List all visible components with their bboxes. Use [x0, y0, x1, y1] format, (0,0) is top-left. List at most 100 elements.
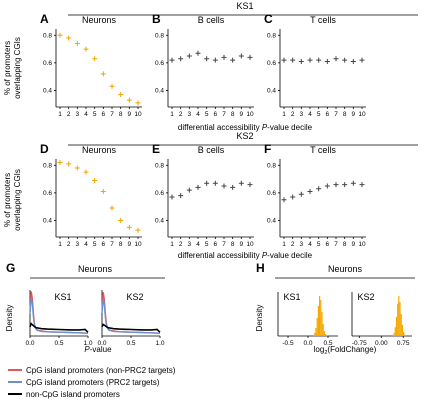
panel-letter-C: C	[264, 12, 273, 26]
histogram-bar	[316, 318, 318, 336]
histogram-bar	[402, 332, 405, 336]
panel-title-B: B cells	[198, 15, 225, 25]
row1-ylabel-line2: overlapping CGIs	[13, 37, 22, 99]
data-point	[178, 56, 184, 62]
data-point	[195, 184, 201, 190]
panel-title-H: KS2	[357, 292, 374, 302]
data-point	[324, 58, 330, 64]
panel-letter-F: F	[264, 142, 271, 156]
xtick-label: 3	[300, 241, 304, 248]
panel-D: D Neurons 0.4 0.6 0.8 1 2 3 4 5 6 7 8 9 10	[40, 142, 142, 248]
data-point	[342, 182, 348, 188]
xtick-label: 1	[170, 111, 174, 118]
histogram-bar	[322, 324, 324, 336]
xtick-label: 6	[214, 241, 218, 248]
ytick-label: 0.6	[43, 190, 52, 197]
histogram-bar	[401, 324, 403, 336]
xtick-label: 6	[326, 111, 330, 118]
xtick-label: 8	[343, 241, 347, 248]
xtick-label: 3	[300, 111, 304, 118]
legend-label-nonprc2: CpG island promoters (non-PRC2 targets)	[26, 366, 176, 375]
data-point	[83, 46, 89, 52]
xtick-label: 10	[358, 111, 366, 118]
xtick-label: 5	[205, 241, 209, 248]
data-point	[66, 161, 72, 167]
panel-title-E: B cells	[198, 145, 225, 155]
density-line	[101, 298, 161, 334]
histogram-bar	[393, 332, 395, 336]
xtick-label: 3	[188, 111, 192, 118]
xtick-label: 0.0	[97, 340, 106, 347]
xtick-label: 8	[119, 241, 123, 248]
xtick-label: 6	[214, 111, 218, 118]
panel-title-G: KS1	[54, 292, 71, 302]
xtick-label: 8	[119, 111, 123, 118]
ytick-label: 0.8	[267, 32, 276, 39]
panel-G-KS1: KS1 0.0 0.5 1.0	[25, 290, 93, 347]
density-line	[29, 322, 89, 333]
histogram-bar	[398, 296, 400, 336]
xtick-label: 6	[326, 241, 330, 248]
xtick-label: 2	[179, 241, 183, 248]
xtick-label: 4	[196, 111, 200, 118]
xtick-label: 9	[352, 241, 356, 248]
xtick-label: 3	[76, 111, 80, 118]
panel-F: F T cells 0.4 0.6 0.8 1 2 3 4 5 6 7 8 9 10	[264, 142, 366, 248]
ytick-label: 0.4	[43, 217, 52, 224]
data-point	[350, 180, 356, 186]
histogram-bar	[321, 312, 323, 336]
xtick-label: 8	[231, 111, 235, 118]
row2-xlabel: differential accessibility P-value decil…	[178, 251, 313, 260]
data-point	[324, 183, 330, 189]
xtick-label: 2	[291, 241, 295, 248]
ytick-label: 0.4	[267, 87, 276, 94]
histogram-bar	[405, 335, 407, 336]
data-point	[57, 32, 63, 38]
data-point	[169, 194, 175, 200]
panel-title-D: Neurons	[82, 145, 117, 155]
xtick-label: 9	[240, 111, 244, 118]
data-point	[316, 57, 322, 63]
data-point	[74, 41, 80, 47]
legend-label-noncpg: non-CpG island promoters	[26, 390, 120, 399]
histogram-bar	[400, 314, 402, 336]
data-point	[238, 180, 244, 186]
panel-E: E B cells 0.4 0.6 0.8 1 2 3 4 5 6 7 8 9 10	[152, 142, 254, 248]
histogram-bar	[326, 335, 328, 336]
data-point	[307, 188, 313, 194]
xtick-label: 0.5	[323, 340, 332, 347]
xtick-label: 4	[308, 111, 312, 118]
data-point	[57, 160, 63, 166]
histogram-bar	[399, 302, 401, 336]
row1-xlabel: differential accessibility P-value decil…	[178, 123, 313, 132]
g-header: Neurons	[78, 264, 113, 274]
ytick-label: 0.4	[155, 87, 164, 94]
data-point	[204, 56, 210, 62]
histogram-bar	[319, 296, 321, 336]
data-point	[221, 54, 227, 60]
xtick-label: 2	[67, 241, 71, 248]
data-point	[204, 180, 210, 186]
xtick-label: 10	[134, 241, 142, 248]
data-point	[350, 58, 356, 64]
data-point	[135, 227, 141, 233]
xtick-label: 4	[196, 241, 200, 248]
panel-letter-A: A	[40, 12, 49, 26]
data-point	[359, 182, 365, 188]
panel-B: B B cells 0.4 0.6 0.8 1 2 3 4 5 6 7 8 9 10	[152, 12, 254, 118]
xtick-label: 5	[317, 241, 321, 248]
data-point	[247, 182, 253, 188]
xtick-label: 10	[134, 111, 142, 118]
g-ylabel: Density	[5, 305, 14, 332]
row2-ylabel-line1: % of promoters	[3, 173, 12, 227]
data-point	[109, 83, 115, 89]
xtick-label: 9	[240, 241, 244, 248]
data-point	[169, 57, 175, 63]
panel-title-C: T cells	[310, 15, 336, 25]
xtick-label: 1	[282, 241, 286, 248]
panel-A: A Neurons 0.4 0.6 0.8 1 2 3 4 5 6 7 8 9 10	[40, 12, 142, 118]
data-point	[230, 57, 236, 63]
xtick-label: -0.75	[352, 340, 367, 347]
data-point	[316, 186, 322, 192]
